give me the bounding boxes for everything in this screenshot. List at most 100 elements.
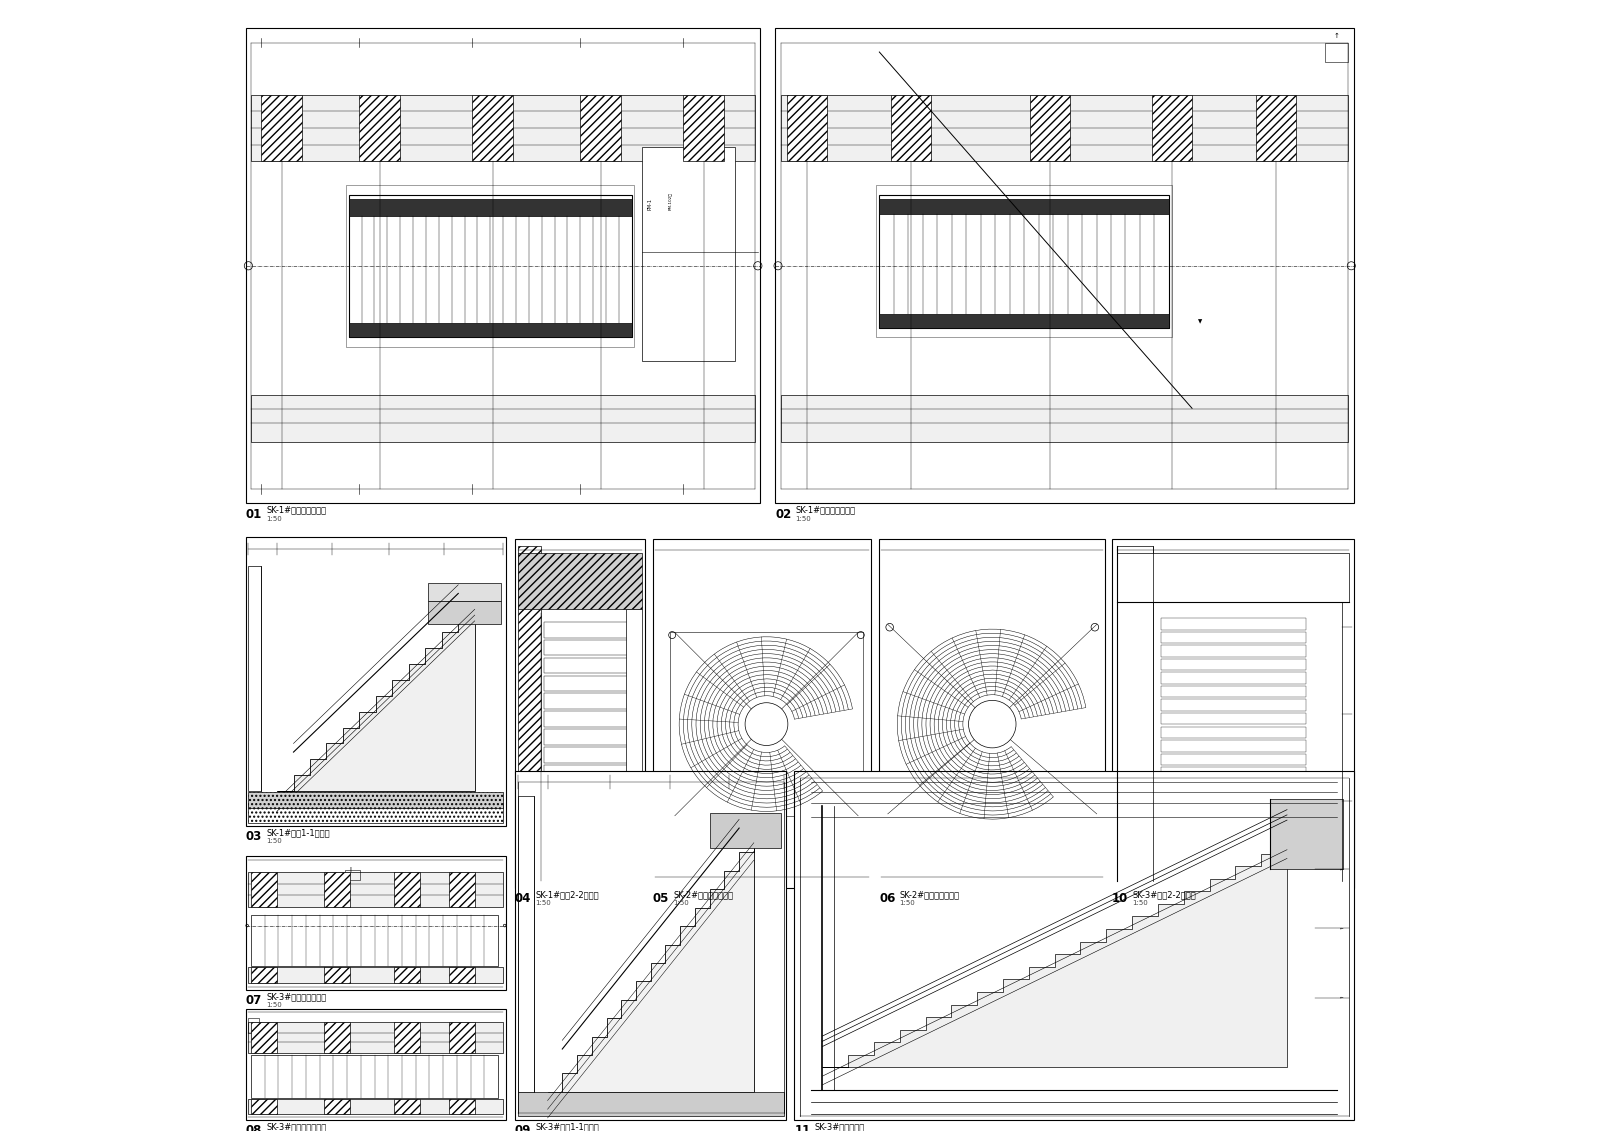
Text: SK-2#楼梯二层平面图: SK-2#楼梯二层平面图 <box>899 890 960 899</box>
Bar <box>1160 794 1306 805</box>
Text: SK-1#楼梯1-1剖面图: SK-1#楼梯1-1剖面图 <box>266 828 330 837</box>
Bar <box>544 748 629 763</box>
Bar <box>1160 658 1306 671</box>
Bar <box>1112 539 1354 888</box>
Bar <box>248 566 261 791</box>
Text: 05: 05 <box>653 892 669 905</box>
Text: ←: ← <box>1341 866 1344 871</box>
Text: ←: ← <box>1341 926 1344 930</box>
Text: 07: 07 <box>246 994 262 1007</box>
Bar <box>323 872 350 907</box>
Bar <box>323 1022 350 1053</box>
Bar <box>246 856 506 990</box>
Bar <box>517 546 541 881</box>
Text: 04: 04 <box>515 892 531 905</box>
Bar <box>394 872 421 907</box>
Bar <box>1117 546 1154 881</box>
Text: SK-3#楼梯1-1剖面图: SK-3#楼梯1-1剖面图 <box>536 1122 598 1131</box>
Bar <box>774 28 1354 503</box>
Bar <box>1270 800 1342 869</box>
Bar <box>794 771 1354 1120</box>
Polygon shape <box>547 834 754 1091</box>
Bar <box>1160 767 1306 778</box>
Bar <box>1160 713 1306 725</box>
Bar <box>626 610 643 881</box>
Bar <box>880 314 1170 328</box>
Text: 1:50: 1:50 <box>536 900 550 906</box>
Bar <box>880 195 1170 328</box>
Bar <box>878 539 1106 888</box>
Bar <box>518 1091 784 1116</box>
Bar <box>787 95 827 162</box>
Bar <box>518 796 534 1091</box>
Text: PM-1: PM-1 <box>648 198 653 209</box>
Bar <box>781 95 1349 162</box>
Bar <box>246 28 760 503</box>
Text: 1:50: 1:50 <box>899 900 915 906</box>
Bar <box>544 801 629 817</box>
Text: 11: 11 <box>794 1124 811 1131</box>
Bar <box>248 793 504 809</box>
Bar <box>251 1098 277 1114</box>
Bar <box>248 1098 504 1114</box>
Text: SK-3#楼梯二层平面图: SK-3#楼梯二层平面图 <box>266 992 326 1001</box>
Bar <box>1160 835 1306 846</box>
Text: 1:50: 1:50 <box>266 838 282 844</box>
Polygon shape <box>822 841 1286 1068</box>
Text: l: l <box>350 867 352 873</box>
Circle shape <box>968 700 1016 748</box>
Bar <box>1160 780 1306 792</box>
Circle shape <box>976 708 1008 740</box>
Text: 1:50: 1:50 <box>266 516 282 521</box>
Bar <box>323 967 350 983</box>
Bar <box>1160 646 1306 657</box>
Bar <box>349 322 632 337</box>
Bar <box>248 803 504 822</box>
Bar <box>349 199 632 216</box>
Bar <box>1256 95 1296 162</box>
Circle shape <box>750 709 782 740</box>
Bar <box>544 783 629 798</box>
Bar <box>781 395 1349 441</box>
Text: 06: 06 <box>878 892 896 905</box>
Bar <box>248 1018 259 1034</box>
Bar <box>710 813 781 848</box>
Bar <box>1160 699 1306 711</box>
Bar <box>544 819 629 835</box>
Bar <box>323 1098 350 1114</box>
Bar <box>251 915 498 966</box>
Bar <box>261 95 302 162</box>
Bar <box>891 95 931 162</box>
Bar <box>1160 632 1306 644</box>
Bar <box>1030 95 1070 162</box>
Bar <box>880 199 1170 215</box>
Text: SK-1#楼梯2-2剖面图: SK-1#楼梯2-2剖面图 <box>536 890 598 899</box>
Bar <box>246 1009 506 1120</box>
Bar <box>248 1022 504 1053</box>
Text: SK-3#楼梯剖面图: SK-3#楼梯剖面图 <box>814 1122 866 1131</box>
Text: ▼: ▼ <box>1198 319 1202 323</box>
Text: 1:50: 1:50 <box>674 900 690 906</box>
Bar <box>517 553 643 610</box>
Bar <box>1160 726 1306 739</box>
Bar <box>251 872 277 907</box>
Bar <box>653 539 872 888</box>
Text: SK-3#楼梯二层平面图: SK-3#楼梯二层平面图 <box>266 1122 326 1131</box>
Text: SK-3#楼梯2-2剖面图: SK-3#楼梯2-2剖面图 <box>1133 890 1197 899</box>
Bar <box>877 185 1171 337</box>
Bar <box>248 872 504 907</box>
Text: SK-1#楼梯二层平面图: SK-1#楼梯二层平面图 <box>795 506 856 515</box>
Bar <box>251 967 277 983</box>
Text: 08: 08 <box>246 1124 262 1131</box>
Bar <box>515 771 787 1120</box>
Bar <box>515 539 645 888</box>
Bar <box>544 711 629 727</box>
Polygon shape <box>277 601 475 791</box>
Bar <box>344 870 360 880</box>
Bar <box>251 395 755 441</box>
Bar <box>346 185 634 346</box>
Bar <box>544 837 629 853</box>
Bar <box>448 872 475 907</box>
Text: 1:50: 1:50 <box>1133 900 1149 906</box>
Bar <box>427 584 501 601</box>
